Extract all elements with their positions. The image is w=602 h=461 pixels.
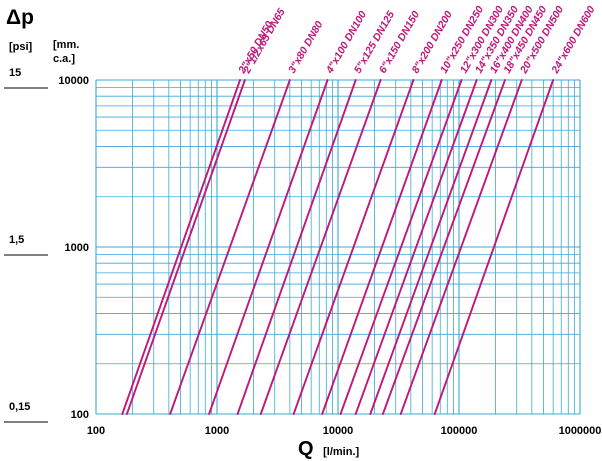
y-unit-mmca: [mm. c.a.] (53, 39, 82, 65)
series-line (381, 79, 506, 415)
series-line (125, 79, 246, 415)
y-tick-label: 10000 (58, 75, 89, 87)
series-line (169, 79, 291, 415)
series-line (339, 79, 463, 415)
y-psi-label: 15 (9, 67, 21, 79)
y-tick-label: 1000 (65, 242, 89, 254)
series-line (236, 79, 357, 415)
axis-labels: 100 1000 10000 100000 1000000 10000 15 1000 1,5 1… (4, 67, 601, 437)
y-psi-label: 1,5 (9, 234, 24, 246)
x-axis-unit: [l/min.] (323, 446, 359, 458)
series-line (433, 79, 555, 415)
x-tick-label: 100 (87, 425, 105, 437)
x-axis-symbol: Q (298, 438, 314, 460)
series-label: 3"x80 DN80 (286, 19, 326, 75)
chart-title: Δp (6, 6, 34, 29)
series-line (321, 79, 443, 415)
series-lines (121, 79, 555, 415)
y-unit-mmca-line1: [mm. (53, 39, 79, 51)
y-psi-label: 0,15 (9, 401, 30, 413)
y-unit-mmca-line2: c.a.] (53, 53, 75, 65)
x-tick-label: 100000 (441, 425, 478, 437)
series-line (354, 79, 478, 415)
x-tick-label: 10000 (323, 425, 354, 437)
series-line (208, 79, 329, 415)
series-line (399, 79, 523, 415)
x-tick-label: 1000 (205, 425, 229, 437)
series-line (121, 79, 241, 415)
x-tick-label: 1000000 (559, 425, 602, 437)
series-label: 2"1/2x65 DN65 (241, 6, 288, 76)
series-line (259, 79, 382, 415)
series-line (369, 79, 493, 415)
y-tick-label: 100 (71, 409, 89, 421)
y-unit-psi: [psi] (9, 41, 33, 53)
series-line (292, 79, 415, 415)
x-axis-label: Q [l/min.] (298, 438, 360, 460)
